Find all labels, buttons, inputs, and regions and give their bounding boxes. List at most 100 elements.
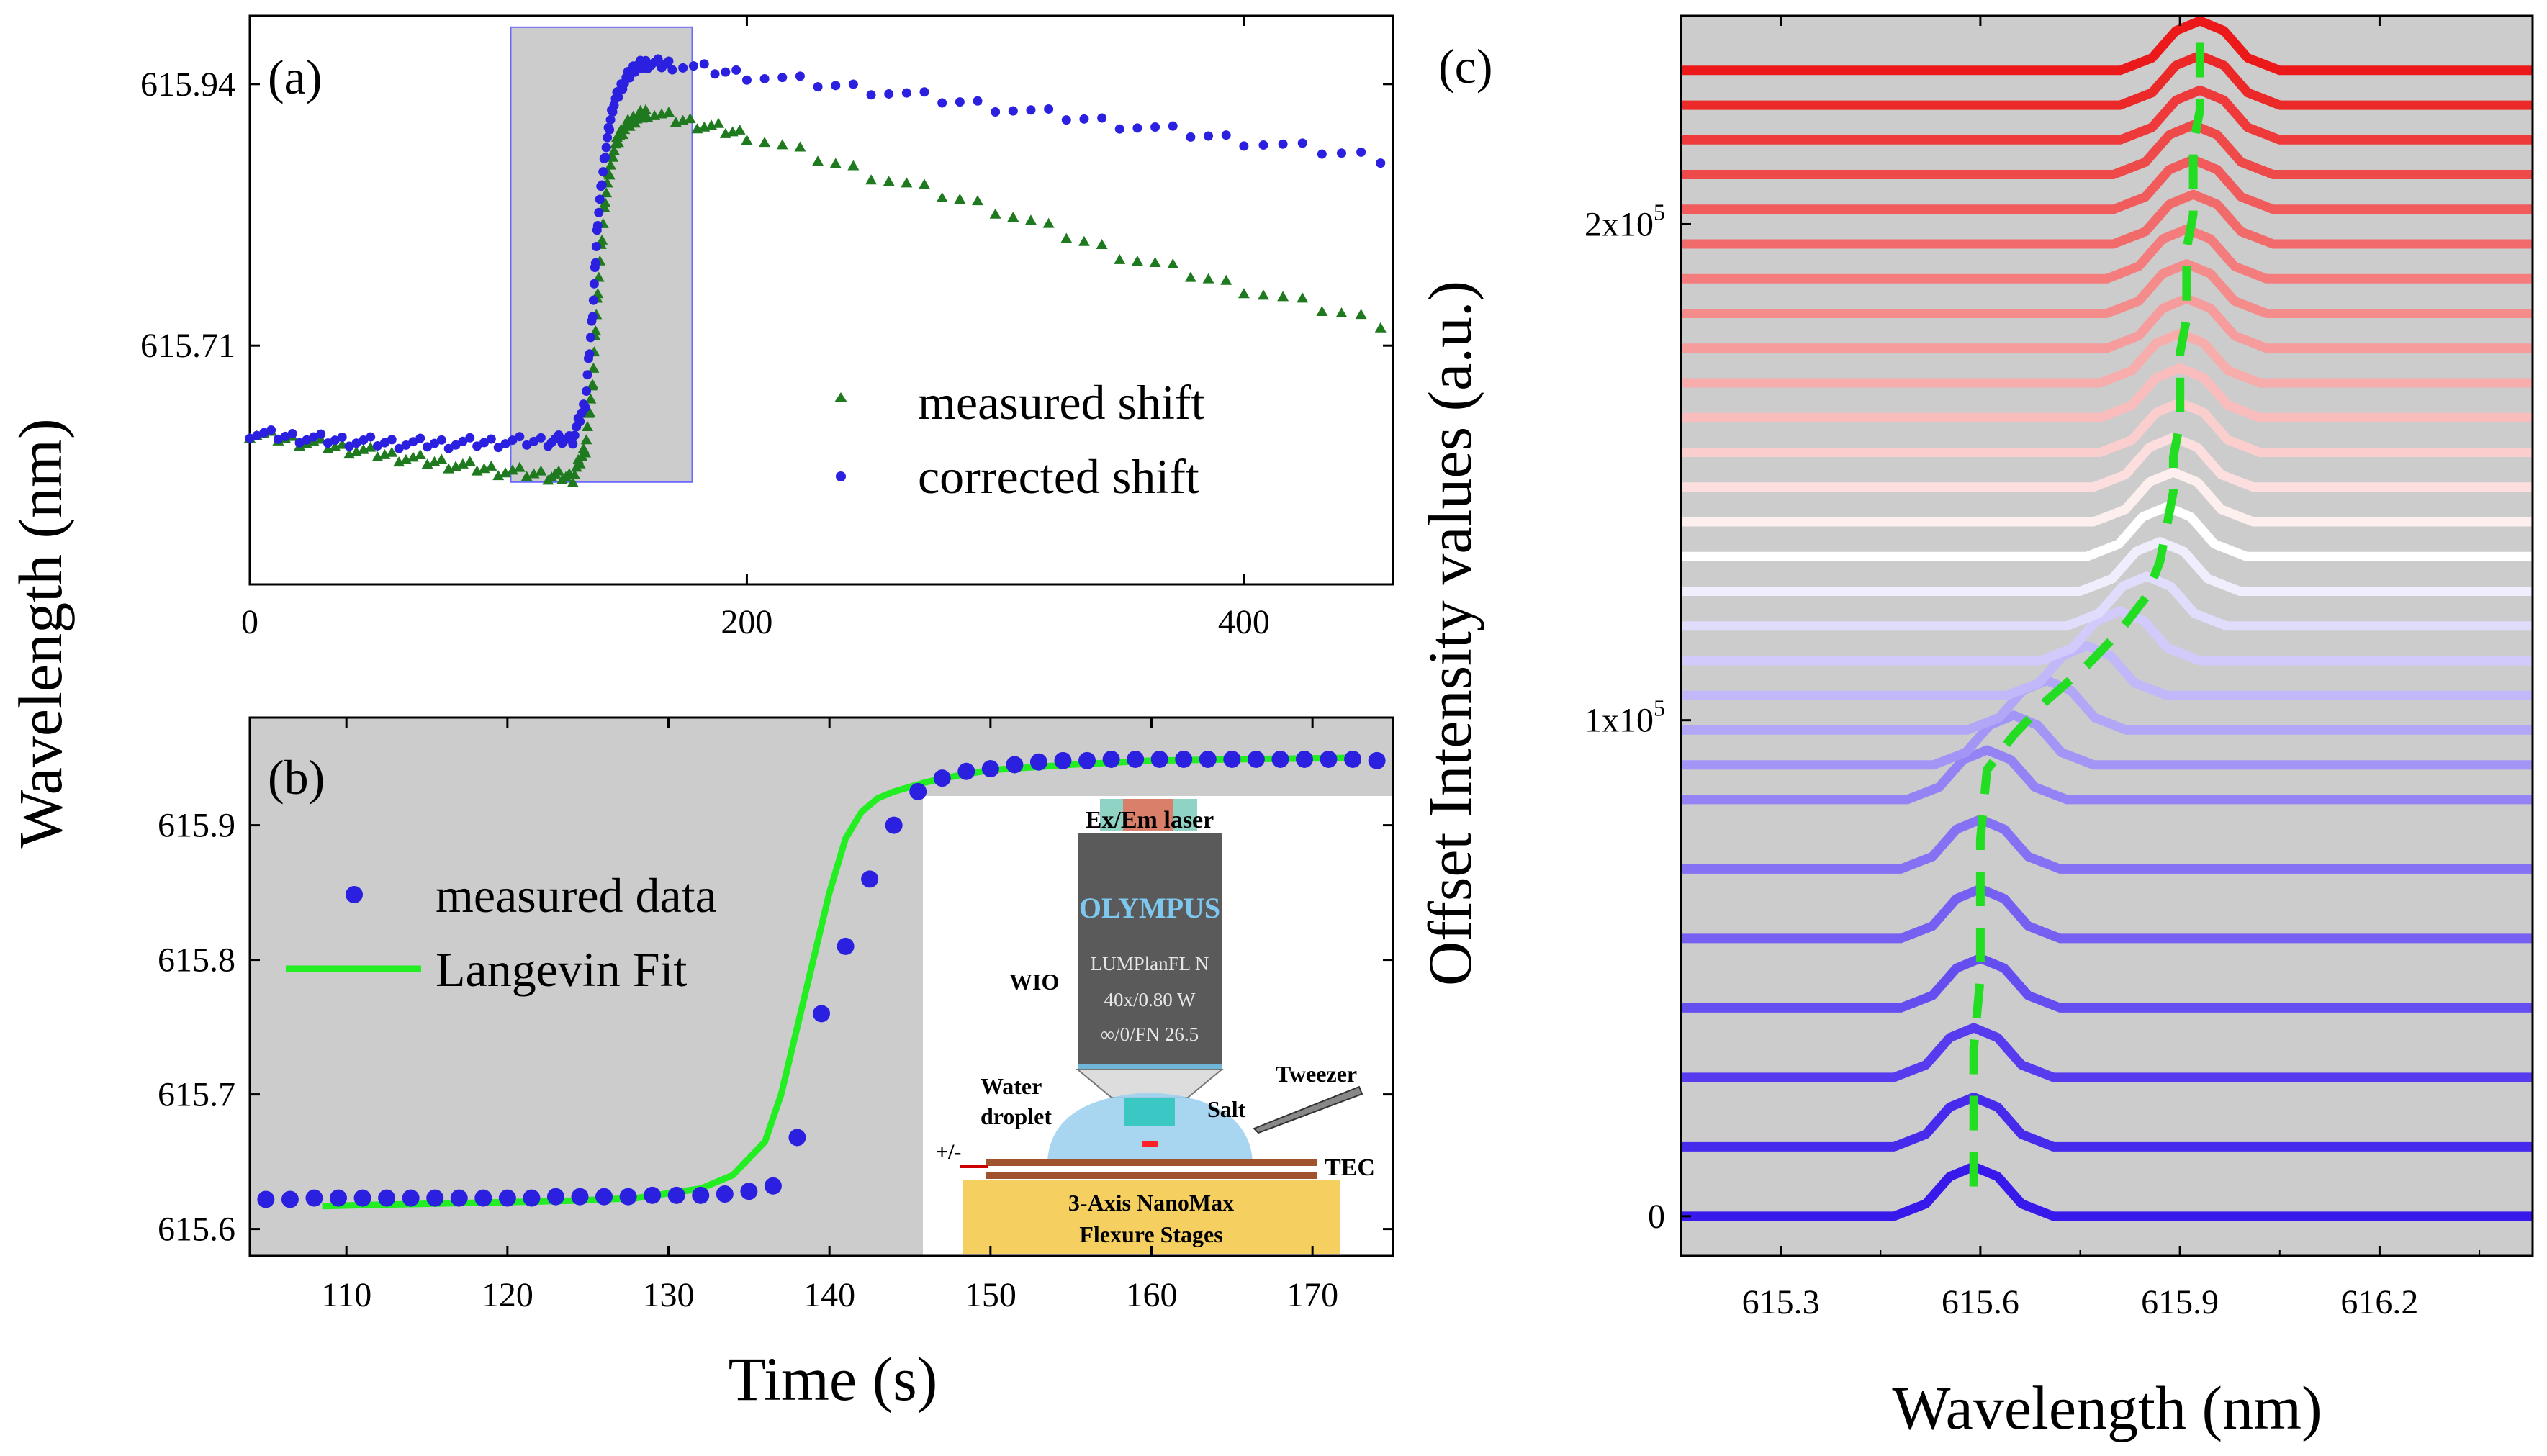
x-tick-label: 160 bbox=[1126, 1276, 1178, 1314]
data-point-corrected-shift bbox=[394, 443, 404, 453]
data-point-corrected-shift bbox=[415, 433, 425, 443]
data-point-measured-shift bbox=[734, 124, 746, 135]
data-point-corrected-shift bbox=[429, 438, 439, 448]
data-point-corrected-shift bbox=[582, 370, 592, 380]
spectrum-trace bbox=[1681, 606, 2533, 666]
x-tick-label: 0 bbox=[241, 603, 258, 641]
panel-b-ticks: 110 120 130 140 150 160 170 615.6 615.7 615.8 615.… bbox=[158, 718, 1393, 1314]
data-point-measured-shift bbox=[847, 160, 860, 171]
spectrum-trace bbox=[1681, 641, 2533, 700]
panel-a-series bbox=[244, 54, 1387, 487]
data-point-corrected-shift bbox=[486, 434, 496, 444]
x-tick-label: 120 bbox=[482, 1276, 533, 1314]
data-point-measured-shift bbox=[535, 465, 547, 476]
data-point-corrected-shift bbox=[575, 417, 585, 427]
data-point-corrected-shift bbox=[252, 430, 262, 440]
data-point-measured-shift bbox=[364, 441, 377, 452]
data-point-corrected-shift bbox=[493, 443, 503, 453]
water-label-2: droplet bbox=[981, 1103, 1052, 1129]
data-point-corrected-shift bbox=[592, 221, 603, 231]
data-point-corrected-shift bbox=[316, 429, 326, 439]
data-point-measured-data bbox=[1295, 750, 1313, 768]
data-point-measured-data bbox=[1247, 750, 1265, 768]
data-point-corrected-shift bbox=[554, 430, 564, 440]
data-point-corrected-shift bbox=[423, 442, 433, 452]
data-point-corrected-shift bbox=[1079, 114, 1089, 124]
data-point-corrected-shift bbox=[373, 440, 383, 451]
data-point-corrected-shift bbox=[515, 432, 525, 442]
data-point-measured-shift bbox=[1220, 274, 1232, 285]
data-point-measured-data bbox=[1368, 751, 1386, 769]
data-point-corrected-shift bbox=[653, 54, 663, 64]
data-point-corrected-shift bbox=[568, 439, 578, 449]
data-point-corrected-shift bbox=[937, 98, 947, 108]
data-point-corrected-shift bbox=[1150, 122, 1160, 132]
panel-b-frame bbox=[248, 716, 1394, 1257]
data-point-measured-data bbox=[740, 1183, 758, 1200]
data-point-measured-shift bbox=[587, 379, 599, 389]
panel-c-label: (c) bbox=[1438, 39, 1492, 94]
data-point-measured-shift bbox=[1167, 258, 1179, 269]
data-point-corrected-shift bbox=[408, 437, 418, 447]
objective-body bbox=[1078, 833, 1222, 1064]
data-point-measured-shift bbox=[574, 458, 586, 469]
data-point-measured-data bbox=[1320, 750, 1338, 768]
spectrum-trace bbox=[1681, 1023, 2533, 1082]
x-tick-label: 400 bbox=[1218, 603, 1270, 641]
data-point-corrected-shift bbox=[1356, 147, 1366, 157]
data-point-measured-data bbox=[498, 1189, 516, 1207]
data-point-corrected-shift bbox=[302, 435, 312, 445]
data-point-corrected-shift bbox=[759, 73, 770, 83]
data-point-corrected-shift bbox=[582, 386, 592, 397]
data-point-measured-shift bbox=[582, 420, 594, 431]
data-point-corrected-shift bbox=[1008, 106, 1018, 116]
data-point-measured-data bbox=[1199, 750, 1217, 768]
data-point-measured-shift bbox=[865, 174, 878, 185]
data-point-corrected-shift bbox=[569, 430, 580, 440]
data-point-corrected-shift bbox=[529, 436, 539, 446]
tec-plate-top bbox=[986, 1159, 1317, 1166]
data-point-corrected-shift bbox=[884, 89, 894, 99]
data-point-corrected-shift bbox=[590, 258, 600, 268]
data-point-measured-shift bbox=[971, 195, 983, 206]
data-point-measured-shift bbox=[1374, 322, 1387, 333]
data-point-measured-data bbox=[644, 1186, 662, 1204]
salt-label: Salt bbox=[1207, 1096, 1246, 1122]
panel-b-x-axis-title: Time (s) bbox=[729, 1344, 938, 1414]
data-point-measured-shift bbox=[414, 448, 426, 459]
data-point-corrected-shift bbox=[1168, 121, 1178, 131]
panel-a-legend: measured shift corrected shift bbox=[834, 375, 1205, 504]
data-point-corrected-shift bbox=[848, 79, 858, 89]
data-point-measured-data bbox=[837, 937, 855, 955]
data-point-corrected-shift bbox=[245, 433, 255, 443]
data-point-measured-data bbox=[764, 1177, 782, 1195]
tweezer bbox=[1253, 1085, 1363, 1134]
data-point-measured-data bbox=[281, 1190, 299, 1208]
data-point-corrected-shift bbox=[731, 65, 741, 75]
objective-spec-1: LUMPlanFL N bbox=[1091, 953, 1209, 975]
y-tick-exponent: 5 bbox=[1654, 199, 1665, 225]
spectrum-trace bbox=[1681, 571, 2533, 631]
data-point-corrected-shift bbox=[366, 432, 376, 442]
data-point-measured-data bbox=[981, 760, 999, 778]
data-point-measured-shift bbox=[603, 169, 616, 180]
panel-c-background bbox=[1681, 16, 2533, 1256]
data-point-corrected-shift bbox=[522, 440, 532, 450]
spectrum-trace bbox=[1681, 16, 2533, 76]
data-point-corrected-shift bbox=[273, 434, 283, 444]
data-point-corrected-shift bbox=[831, 81, 841, 91]
panel-a-frame bbox=[248, 14, 1394, 586]
data-point-measured-shift bbox=[901, 177, 913, 188]
data-point-measured-shift bbox=[954, 194, 966, 204]
data-point-measured-shift bbox=[1078, 235, 1090, 246]
x-tick-label: 140 bbox=[803, 1276, 855, 1314]
tweezer-label: Tweezer bbox=[1276, 1061, 1357, 1087]
data-point-measured-shift bbox=[587, 362, 600, 373]
data-point-measured-shift bbox=[794, 141, 806, 152]
data-point-measured-data bbox=[1102, 750, 1120, 768]
pm-label: +/- bbox=[936, 1140, 961, 1164]
data-point-measured-data bbox=[474, 1189, 492, 1207]
panel-c-x-axis-title: Wavelength (nm) bbox=[1892, 1373, 2322, 1442]
data-point-corrected-shift bbox=[678, 63, 688, 73]
data-point-measured-shift bbox=[1096, 239, 1108, 250]
